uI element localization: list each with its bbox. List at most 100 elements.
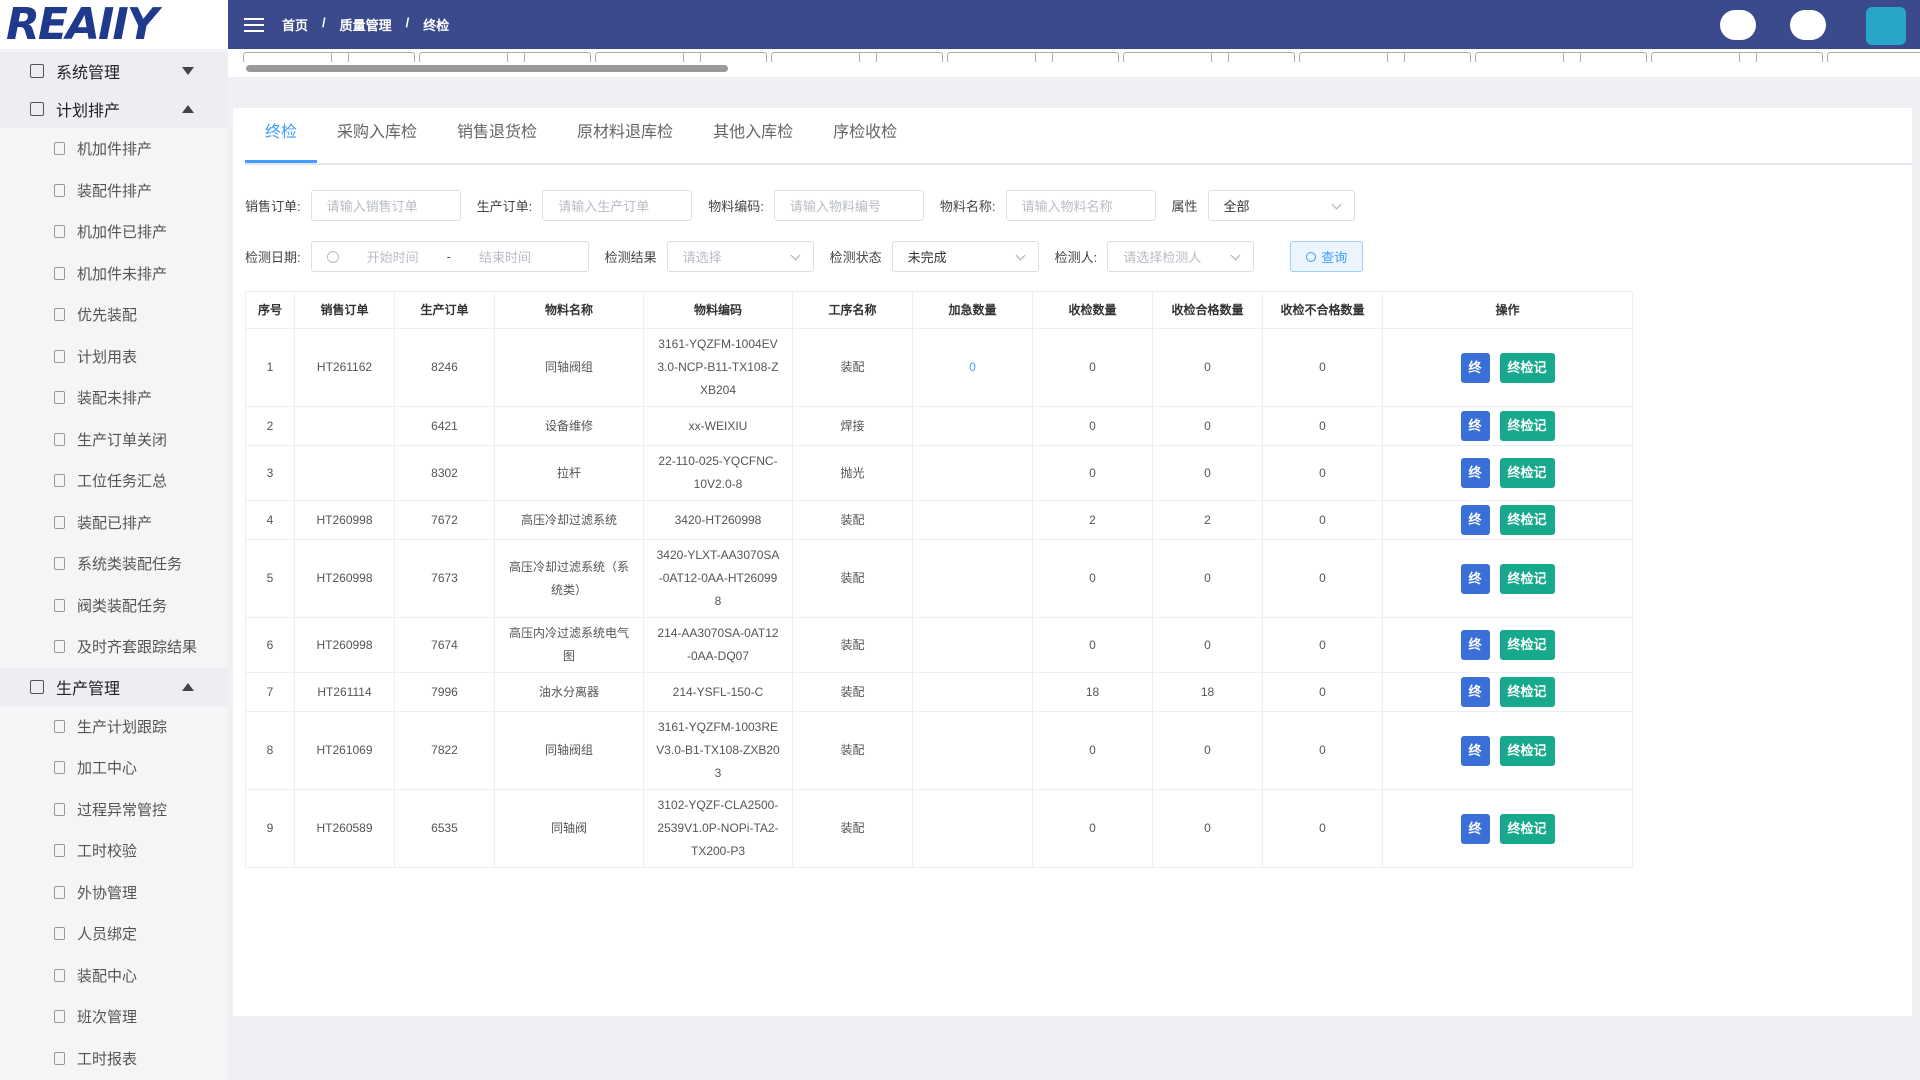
select-box[interactable]: 请选择检测人 xyxy=(1107,241,1255,272)
menu-item[interactable]: 加工中心 xyxy=(0,747,228,789)
table-cell: 高压内冷过滤系统电气图 xyxy=(494,617,644,673)
menu-item[interactable]: 机加件排产 xyxy=(0,128,228,170)
placeholder: 请输入销售订单 xyxy=(326,199,418,214)
menu-item[interactable]: 外协管理 xyxy=(0,872,228,914)
menu-item[interactable]: 生产计划跟踪 xyxy=(0,706,228,748)
input-box[interactable]: 请输入物料名称 xyxy=(1005,190,1156,221)
table-cell: 装配 xyxy=(792,789,913,868)
menu-group[interactable]: 系统管理 xyxy=(0,52,228,90)
menu-icon xyxy=(54,474,65,488)
select-box[interactable]: 未完成 xyxy=(891,241,1039,272)
input-box[interactable]: 请输入物料编号 xyxy=(773,190,924,221)
action-button[interactable]: 终检 xyxy=(1460,813,1490,866)
action-button[interactable]: 终检记录 xyxy=(1499,813,1555,866)
menu-item[interactable]: 工位任务汇总 xyxy=(0,460,228,502)
table-cell: 拉杆 xyxy=(494,445,644,501)
menu-item[interactable]: 系统类装配任务 xyxy=(0,543,228,585)
action-button[interactable]: 终检 xyxy=(1460,505,1490,557)
table-cell: 8302 xyxy=(394,445,495,501)
action-button[interactable]: 终检记录 xyxy=(1499,735,1555,788)
header-cell: 收检合格数量 xyxy=(1152,291,1263,329)
tab[interactable]: 其他入库检 xyxy=(713,124,794,141)
action-button[interactable]: 终检记录 xyxy=(1499,411,1555,463)
action-button[interactable]: 终检记录 xyxy=(1499,677,1555,729)
menu-icon xyxy=(54,142,65,156)
action-button[interactable]: 终检记录 xyxy=(1499,630,1555,682)
menu-item[interactable]: 装配未排产 xyxy=(0,377,228,419)
select-box[interactable]: 全部 xyxy=(1207,190,1355,221)
input-box[interactable]: 请输入生产订单 xyxy=(542,190,693,221)
search-button[interactable]: 查询 xyxy=(1290,241,1364,272)
select-box[interactable]: 请选择 xyxy=(666,241,814,272)
input-box[interactable]: 请输入销售订单 xyxy=(310,190,461,221)
menu-item[interactable]: 班次管理 xyxy=(0,996,228,1038)
menu-item-label: 装配件排产 xyxy=(77,182,153,200)
action-button[interactable]: 终检 xyxy=(1460,677,1490,729)
action-button[interactable]: 终检 xyxy=(1460,411,1490,463)
menu-icon xyxy=(54,225,65,239)
breadcrumb-item[interactable]: 质量管理 xyxy=(339,18,392,33)
action-button[interactable]: 终检 xyxy=(1460,630,1490,682)
table-cell: HT260998 xyxy=(294,500,395,540)
menu-item[interactable]: 及时齐套跟踪结果 xyxy=(0,626,228,668)
table-cell: 4 xyxy=(245,500,295,540)
action-button[interactable]: 终检记录 xyxy=(1499,563,1555,616)
tab[interactable]: 原材料退库检 xyxy=(577,124,674,141)
menu-item[interactable]: 生产订单关闭 xyxy=(0,419,228,461)
table-cell: 设备维修 xyxy=(494,406,644,446)
table-row: 1 HT261162 8246 同轴阀组 3161-YQZFM-1004EV3.0-NC… xyxy=(245,328,1633,407)
tab[interactable]: 终检 xyxy=(245,108,318,163)
table-cell: 0 xyxy=(1152,711,1263,790)
menu-item[interactable]: 计划用表 xyxy=(0,336,228,378)
placeholder: 请输入物料编号 xyxy=(789,199,881,214)
action-button[interactable]: 终检 xyxy=(1460,458,1490,510)
menu-item[interactable]: 装配中心 xyxy=(0,955,228,997)
sidebar: REAIIY 系统管理 计划排产 机加件排产 装配件排产 机加件已排产 机加件未排产 优先装… xyxy=(0,0,228,1080)
table-cell: 6 xyxy=(245,617,295,673)
menu-group[interactable]: 计划排产 xyxy=(0,90,228,128)
tag xyxy=(859,52,943,62)
menu-group[interactable]: 生产管理 xyxy=(0,667,228,706)
menu-item[interactable]: 机加件未排产 xyxy=(0,253,228,295)
filter-row: 检测日期: 开始时间 - 结束时间 检测结果 请选择 检测状态 未完成 检测人: 请选择检测人 查询 xyxy=(245,241,1364,272)
menu-item[interactable]: 机加件已排产 xyxy=(0,211,228,253)
date-range[interactable]: 开始时间 - 结束时间 xyxy=(310,241,589,272)
menu-toggle[interactable] xyxy=(244,17,264,32)
menu-item-label: 人员绑定 xyxy=(77,926,138,944)
menu-item-label: 优先装配 xyxy=(77,307,138,325)
message-icon[interactable] xyxy=(1790,10,1826,40)
tag-strip xyxy=(228,49,1920,77)
menu-item-label: 加工中心 xyxy=(77,760,138,778)
table-cell: 7672 xyxy=(394,500,495,540)
table-cell: 6421 xyxy=(394,406,495,446)
action-button[interactable]: 终检 xyxy=(1460,735,1490,788)
action-button[interactable]: 终检记录 xyxy=(1499,505,1555,557)
action-button[interactable]: 终检 xyxy=(1460,563,1490,616)
action-button[interactable]: 终检记录 xyxy=(1499,352,1555,405)
tab[interactable]: 序检收检 xyxy=(833,124,898,141)
breadcrumb-item[interactable]: 首页 xyxy=(282,18,309,33)
menu-item[interactable]: 人员绑定 xyxy=(0,913,228,955)
menu-item[interactable]: 工时报表 xyxy=(0,1038,228,1080)
menu-item[interactable]: 过程异常管控 xyxy=(0,789,228,831)
header-cell: 收检不合格数量 xyxy=(1262,291,1383,329)
menu-item[interactable]: 装配件排产 xyxy=(0,170,228,212)
menu-item[interactable]: 优先装配 xyxy=(0,294,228,336)
table-cell: xx-WEIXIU xyxy=(643,406,793,446)
action-button[interactable]: 终检 xyxy=(1460,352,1490,405)
content-card: 终检 采购入库检 销售退货检 原材料退库检 其他入库检 序检收检 销售订单: 请输入销售订单… xyxy=(233,108,1912,1016)
avatar[interactable] xyxy=(1866,7,1906,45)
menu-item[interactable]: 装配已排产 xyxy=(0,502,228,544)
menu-item[interactable]: 工时校验 xyxy=(0,830,228,872)
menu-icon xyxy=(54,968,65,982)
edit-icon[interactable] xyxy=(1720,10,1756,40)
table-cell: 7673 xyxy=(394,539,495,618)
table-cell: 0 xyxy=(1152,445,1263,501)
menu-item[interactable]: 阀类装配任务 xyxy=(0,585,228,627)
action-button[interactable]: 终检记录 xyxy=(1499,458,1555,510)
filter-label: 生产订单: xyxy=(476,199,533,214)
search-icon xyxy=(1306,251,1317,262)
menu-icon xyxy=(54,432,65,446)
tab[interactable]: 采购入库检 xyxy=(337,124,418,141)
tab[interactable]: 销售退货检 xyxy=(457,124,538,141)
